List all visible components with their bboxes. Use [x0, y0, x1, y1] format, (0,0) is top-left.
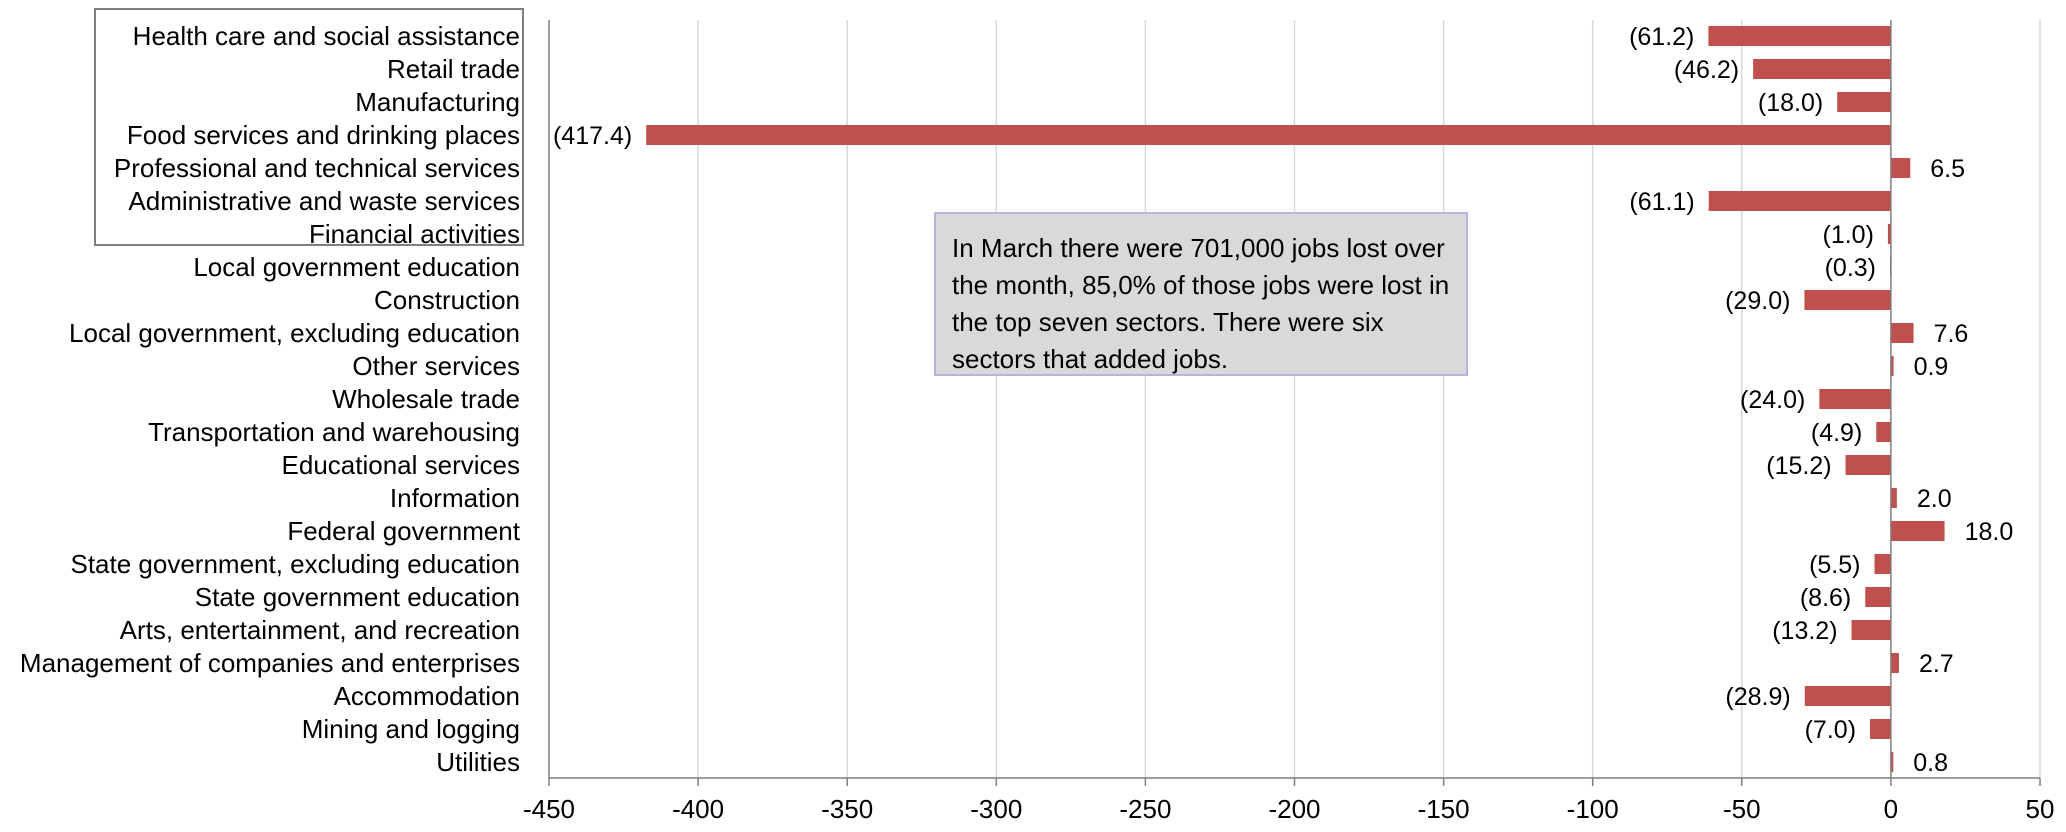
x-tick-label: 0 [1884, 794, 1898, 824]
category-label: State government, excluding education [70, 549, 520, 579]
x-tick-label: -350 [821, 794, 873, 824]
bar [1865, 587, 1891, 607]
category-label: Transportation and warehousing [148, 417, 520, 447]
category-label: Federal government [287, 516, 520, 546]
bar [1870, 719, 1891, 739]
x-tick-label: -400 [672, 794, 724, 824]
top-seven-highlight-box [94, 8, 524, 246]
category-labels: Health care and social assistanceRetail … [20, 21, 521, 777]
bar [1851, 620, 1891, 640]
category-label: Utilities [436, 747, 520, 777]
value-label: (4.9) [1811, 419, 1862, 447]
bars [646, 26, 1945, 772]
value-label: (7.0) [1805, 716, 1856, 744]
bar [1890, 323, 1914, 343]
value-label: 7.6 [1934, 320, 1969, 348]
category-label: Information [390, 483, 520, 513]
category-label: Wholesale trade [332, 384, 520, 414]
value-label: (46.2) [1674, 56, 1739, 84]
value-label: 2.7 [1919, 650, 1954, 678]
value-label: (0.3) [1825, 254, 1876, 282]
value-label: (24.0) [1740, 386, 1805, 414]
bar [1890, 752, 1894, 772]
value-label: (61.1) [1629, 188, 1694, 216]
bar [1845, 455, 1891, 475]
category-label: Local government education [193, 252, 520, 282]
bar [646, 125, 1891, 145]
bar [1876, 422, 1891, 442]
bar [1890, 521, 1945, 541]
value-label: 6.5 [1930, 155, 1965, 183]
value-label: (5.5) [1809, 551, 1860, 579]
x-tick-label: -200 [1268, 794, 1320, 824]
value-label: 2.0 [1917, 485, 1952, 513]
category-label: Construction [374, 285, 520, 315]
x-tick-label: -450 [523, 794, 575, 824]
bar [1753, 59, 1891, 79]
bar [1890, 158, 1911, 178]
value-label: (61.2) [1629, 23, 1694, 51]
value-label: (15.2) [1766, 452, 1831, 480]
bar [1890, 356, 1894, 376]
x-tick-label: 50 [2026, 794, 2055, 824]
bar [1708, 26, 1891, 46]
bar [1804, 290, 1891, 310]
category-label: Food services and drinking places [127, 120, 520, 150]
annotation-box: In March there were 701,000 jobs lost ov… [934, 212, 1468, 376]
value-labels: (61.2) (46.2) (18.0) (417.4) 6.5 (61.1) (1.0) (… [553, 23, 2013, 777]
value-label: (18.0) [1758, 89, 1823, 117]
category-label: Local government, excluding education [69, 318, 520, 348]
value-label: 18.0 [1965, 518, 2014, 546]
category-label: Other services [352, 351, 520, 381]
value-label: (29.0) [1725, 287, 1790, 315]
value-label: 0.9 [1914, 353, 1949, 381]
category-label: Accommodation [334, 681, 520, 711]
bar [1804, 686, 1891, 706]
x-tick-label: -50 [1723, 794, 1761, 824]
bar [1708, 191, 1891, 211]
bar [1819, 389, 1891, 409]
value-label: (28.9) [1725, 683, 1790, 711]
category-label: State government education [195, 582, 520, 612]
bar [1837, 92, 1891, 112]
category-label: Management of companies and enterprises [20, 648, 520, 678]
value-label: 0.8 [1913, 749, 1948, 777]
category-label: Health care and social assistance [133, 21, 520, 51]
gridlines [697, 20, 2041, 778]
x-tick-label: -300 [970, 794, 1022, 824]
value-label: (13.2) [1772, 617, 1837, 645]
category-label: Arts, entertainment, and recreation [120, 615, 520, 645]
category-label: Retail trade [387, 54, 520, 84]
bar [1874, 554, 1891, 574]
bar [1887, 224, 1891, 244]
category-label: Administrative and waste services [128, 186, 520, 216]
category-label: Professional and technical services [114, 153, 520, 183]
value-label: (8.6) [1800, 584, 1851, 612]
category-label: Manufacturing [355, 87, 520, 117]
bar [1890, 488, 1897, 508]
category-label: Educational services [282, 450, 520, 480]
category-label: Mining and logging [302, 714, 520, 744]
value-label: (1.0) [1823, 221, 1874, 249]
x-tick-label: -150 [1418, 794, 1470, 824]
value-label: (417.4) [553, 122, 632, 150]
bar [1890, 653, 1899, 673]
x-tick-label: -100 [1567, 794, 1619, 824]
x-tick-label: -250 [1119, 794, 1171, 824]
x-axis: -450 -400 -350 -300 -250 -200 -150 -100 -50 0 50 [523, 20, 2054, 824]
